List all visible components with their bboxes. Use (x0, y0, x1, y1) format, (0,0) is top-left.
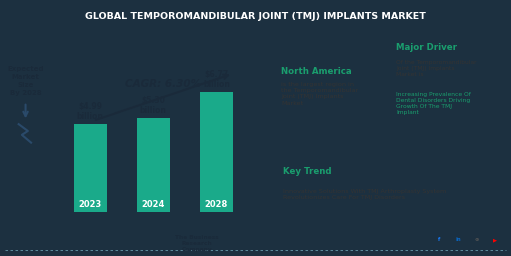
Bar (137, 118, 170, 212)
Text: 2028: 2028 (205, 200, 228, 209)
Text: ⊕: ⊕ (474, 237, 478, 242)
Text: Innovative Solutions With TMJ Arthroplasty System
Revolutionizes Care For TMJ Di: Innovative Solutions With TMJ Arthroplas… (283, 189, 446, 200)
Text: Expected
Market
Size
By 2028: Expected Market Size By 2028 (7, 66, 44, 96)
Text: Increasing Prevalence Of
Dental Disorders Driving
Growth Of The TMJ
Implant: Increasing Prevalence Of Dental Disorder… (397, 92, 471, 115)
Text: Key Trend: Key Trend (283, 167, 331, 176)
Text: $4.99
billion: $4.99 billion (77, 102, 104, 121)
Bar (200, 92, 233, 212)
Text: The Business
Research
Company: The Business Research Company (175, 235, 219, 252)
Text: ▶: ▶ (493, 237, 497, 242)
Text: $6.77
billion: $6.77 billion (203, 70, 230, 89)
Text: $5.30
billion: $5.30 billion (140, 96, 167, 115)
Text: f: f (438, 237, 440, 242)
Text: CAGR: 6.30%: CAGR: 6.30% (125, 79, 201, 89)
Text: GLOBAL TEMPOROMANDIBULAR JOINT (TMJ) IMPLANTS MARKET: GLOBAL TEMPOROMANDIBULAR JOINT (TMJ) IMP… (85, 12, 426, 21)
Bar (74, 124, 107, 212)
Text: Major Driver: Major Driver (397, 43, 457, 52)
Text: Of the Temporomandibular
Joint (TMJ) Implants
Market is: Of the Temporomandibular Joint (TMJ) Imp… (397, 60, 477, 77)
Text: North America: North America (282, 67, 352, 76)
Text: is the largest region in
the Temporomandibular
Joint (TMJ) Implants
Market: is the largest region in the Temporomand… (282, 82, 359, 105)
Text: 2024: 2024 (142, 200, 165, 209)
Text: in: in (455, 237, 461, 242)
Text: 2023: 2023 (79, 200, 102, 209)
